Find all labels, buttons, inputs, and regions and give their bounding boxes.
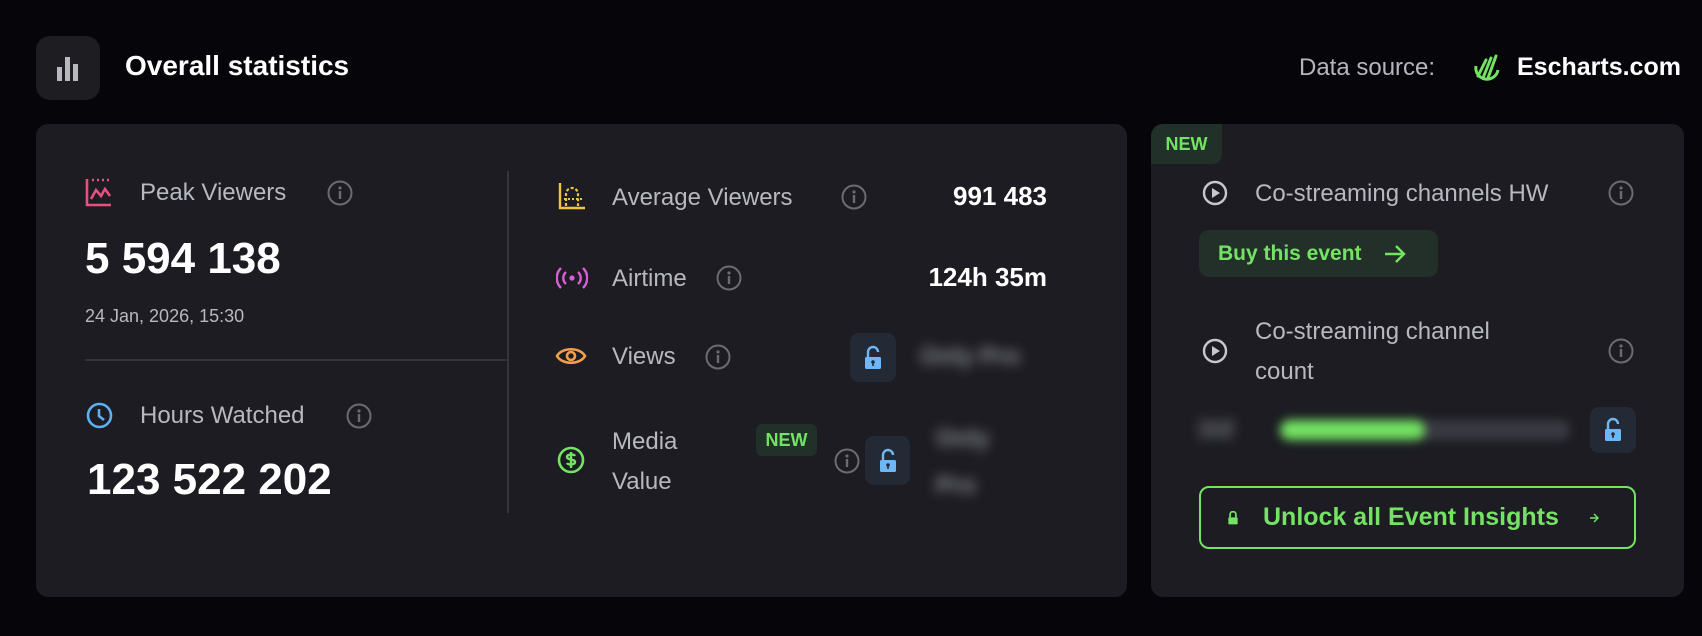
average-viewers-value: 991 483 xyxy=(953,181,1047,211)
info-icon[interactable] xyxy=(834,448,860,474)
escharts-logo-icon xyxy=(1474,54,1500,81)
airtime-label: Airtime xyxy=(612,265,687,292)
co-streaming-progress-fill xyxy=(1280,420,1425,440)
peak-chart-icon xyxy=(85,178,112,207)
page-title: Overall statistics xyxy=(125,50,350,81)
co-streaming-count-label-line1: Co-streaming channel xyxy=(1255,318,1490,345)
lock-icon xyxy=(878,448,898,474)
media-locked-line2: Pro xyxy=(936,472,977,499)
broadcast-icon xyxy=(556,267,588,289)
play-icon xyxy=(1202,338,1228,364)
views-label: Views xyxy=(612,343,676,370)
unlock-media-value-button[interactable] xyxy=(865,436,910,485)
info-icon[interactable] xyxy=(327,180,353,206)
unlock-count-button[interactable] xyxy=(1590,407,1636,453)
lock-icon xyxy=(863,345,883,371)
co-streaming-count-locked-value: 112 xyxy=(1198,416,1234,441)
unlock-views-button[interactable] xyxy=(850,333,896,382)
unlock-all-insights-button[interactable]: Unlock all Event Insights xyxy=(1199,486,1636,549)
average-viewers-icon xyxy=(558,183,585,210)
peak-date: 24 Jan, 2026, 15:30 xyxy=(85,306,245,326)
play-icon xyxy=(1202,180,1228,206)
peak-viewers-value: 5 594 138 xyxy=(85,234,281,283)
stats-icon-box xyxy=(36,36,100,100)
divider xyxy=(507,171,509,513)
data-source-label: Data source: xyxy=(1299,54,1436,81)
arrow-right-icon xyxy=(1384,244,1406,263)
lock-icon xyxy=(1228,510,1238,524)
info-icon[interactable] xyxy=(841,184,867,210)
co-streaming-count-label-line2: count xyxy=(1255,358,1314,385)
info-icon[interactable] xyxy=(1608,338,1634,364)
average-viewers-label: Average Viewers xyxy=(612,184,793,211)
info-icon[interactable] xyxy=(1608,180,1634,206)
hours-watched-label: Hours Watched xyxy=(140,402,305,429)
buy-event-button[interactable]: Buy this event xyxy=(1199,230,1438,277)
buy-event-label: Buy this event xyxy=(1218,241,1362,265)
hours-watched-value: 123 522 202 xyxy=(87,455,332,504)
views-locked-value: Only Pro xyxy=(920,343,1021,370)
new-badge: NEW xyxy=(1151,124,1222,164)
co-streaming-progress-track xyxy=(1280,420,1570,440)
lock-icon xyxy=(1603,417,1623,443)
clock-icon xyxy=(86,402,113,429)
data-source-link[interactable]: Escharts.com xyxy=(1517,53,1681,81)
bar-chart-icon xyxy=(57,57,78,81)
airtime-value: 124h 35m xyxy=(928,262,1047,292)
media-value-label-line2: Value xyxy=(612,468,672,495)
peak-viewers-label: Peak Viewers xyxy=(140,179,287,206)
info-icon[interactable] xyxy=(705,344,731,370)
info-icon[interactable] xyxy=(716,265,742,291)
eye-icon xyxy=(555,347,587,365)
info-icon[interactable] xyxy=(346,403,372,429)
unlock-all-label: Unlock all Event Insights xyxy=(1263,503,1559,531)
new-badge: NEW xyxy=(756,424,817,456)
media-locked-line1: Only xyxy=(936,425,990,452)
divider xyxy=(85,359,507,361)
media-value-label-line1: Media xyxy=(612,428,678,455)
dollar-icon xyxy=(557,446,585,474)
co-streaming-hw-label: Co-streaming channels HW xyxy=(1255,180,1549,207)
arrow-right-icon xyxy=(1589,513,1599,522)
